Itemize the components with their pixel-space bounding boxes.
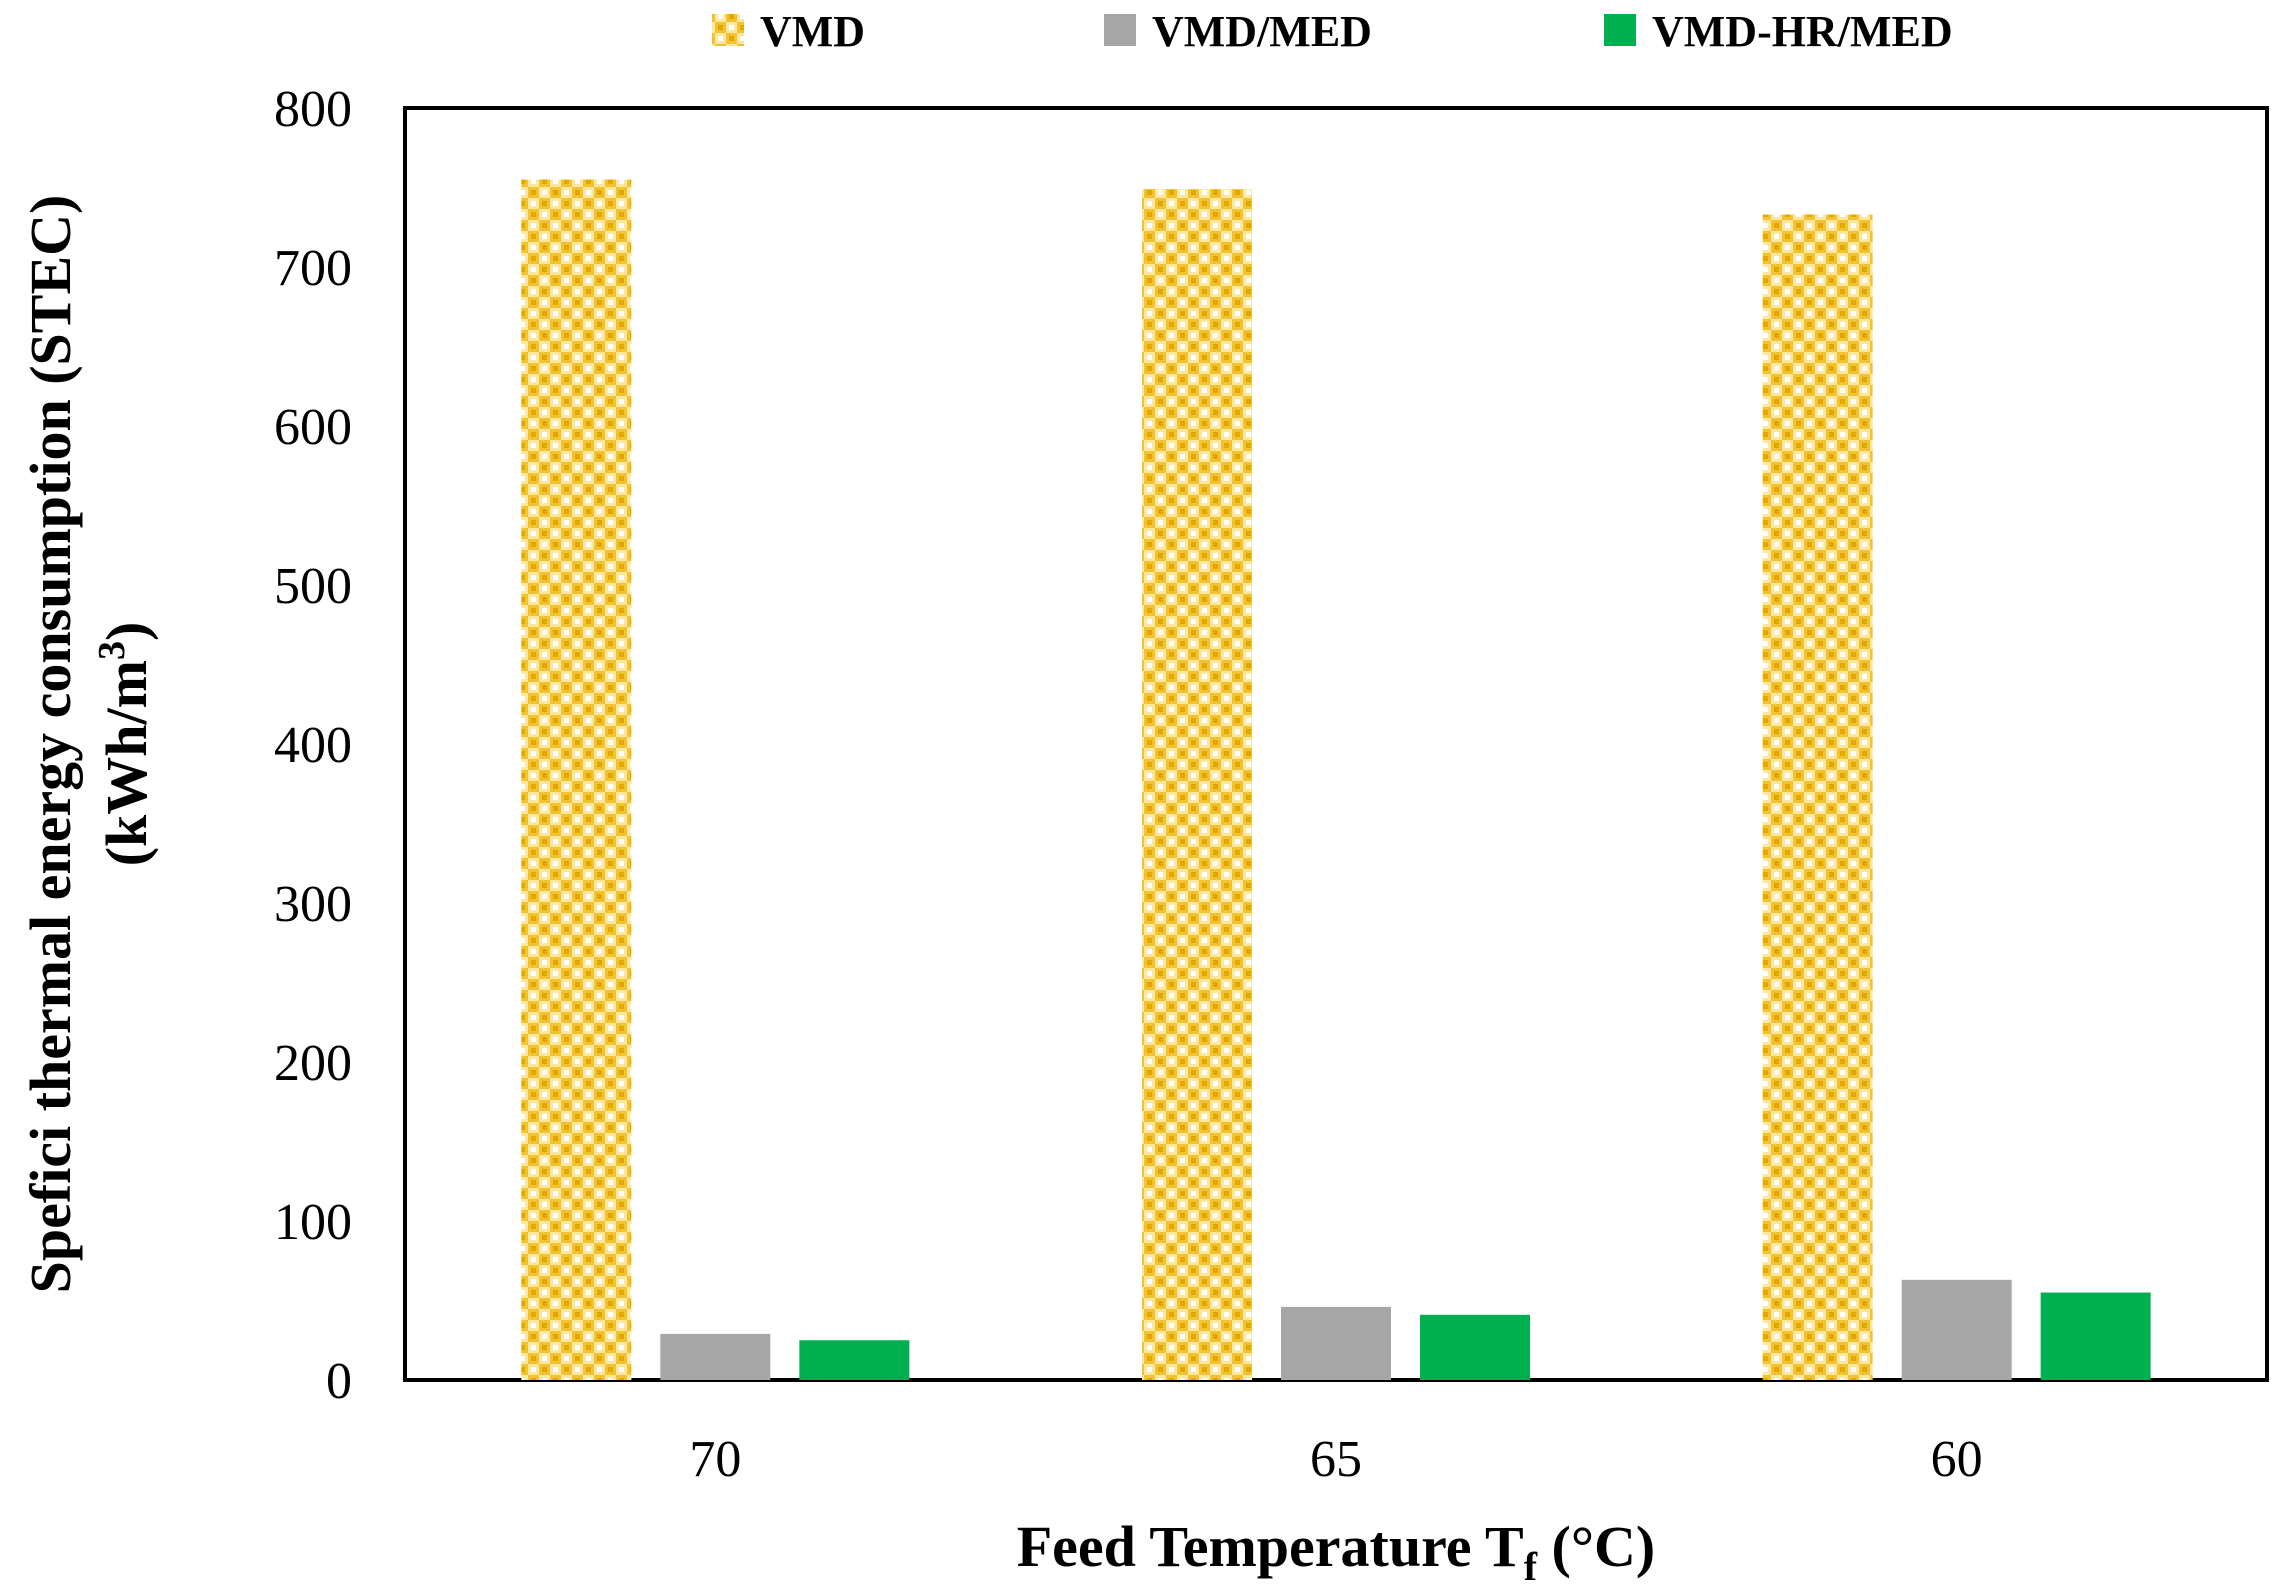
legend-swatch-vmd xyxy=(712,14,744,46)
y-tick-label-0: 0 xyxy=(326,1353,352,1410)
bar-vmd-med-70 xyxy=(660,1333,771,1380)
bar-vmd-70 xyxy=(521,179,632,1380)
y-tick-label-500: 500 xyxy=(274,558,352,615)
x-tick-label-70: 70 xyxy=(689,1431,741,1488)
legend-label-vmd-med: VMD/MED xyxy=(1152,7,1372,56)
plot-area-frame xyxy=(403,106,2269,1382)
bar-vmd-hr-med-70 xyxy=(799,1340,910,1380)
legend-swatch-vmd-hr-med xyxy=(1604,14,1636,46)
bar-vmd-hr-med-65 xyxy=(1420,1314,1530,1380)
bar-vmd-hr-med-60 xyxy=(2040,1292,2151,1380)
bar-vmd-65 xyxy=(1142,189,1252,1381)
y-tick-label-600: 600 xyxy=(274,399,352,456)
y-tick-label-100: 100 xyxy=(274,1194,352,1251)
bar-vmd-60 xyxy=(1762,214,1873,1380)
y-axis-title-line-1: Spefici thermal energy consumption (STEC… xyxy=(18,195,83,1294)
y-tick-label-400: 400 xyxy=(274,717,352,774)
y-axis-title-line-2: (kWh/m3) xyxy=(91,622,159,867)
x-axis-title: Feed Temperature Tf (°C) xyxy=(1017,1514,1655,1589)
bar-vmd-med-60 xyxy=(1901,1279,2012,1380)
bar-vmd-med-65 xyxy=(1281,1306,1391,1380)
y-tick-label-200: 200 xyxy=(274,1035,352,1092)
legend-label-vmd: VMD xyxy=(760,7,865,56)
legend-swatch-vmd-med xyxy=(1104,14,1136,46)
y-tick-label-800: 800 xyxy=(274,81,352,138)
y-axis-tick-labels: 0 100 200 300 400 500 600 700 800 xyxy=(274,81,352,1410)
bar-series xyxy=(521,179,2151,1381)
x-tick-label-60: 60 xyxy=(1931,1431,1983,1488)
y-tick-label-700: 700 xyxy=(274,240,352,297)
legend-label-vmd-hr-med: VMD-HR/MED xyxy=(1652,7,1953,56)
x-axis-tick-labels: 70 65 60 xyxy=(689,1431,1982,1488)
x-tick-label-65: 65 xyxy=(1310,1431,1362,1488)
legend: VMD VMD/MED VMD-HR/MED xyxy=(712,7,1953,56)
y-tick-label-300: 300 xyxy=(274,876,352,933)
